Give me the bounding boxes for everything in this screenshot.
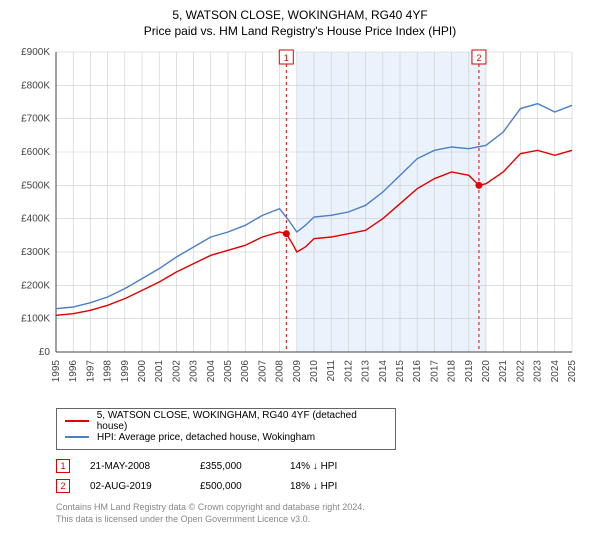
svg-text:1997: 1997: [85, 360, 96, 383]
svg-text:2003: 2003: [189, 360, 200, 383]
svg-text:2000: 2000: [137, 360, 148, 383]
svg-text:2023: 2023: [533, 360, 544, 383]
marker-pct: 18% ↓ HPI: [290, 481, 400, 492]
marker-rows: 1 21-MAY-2008£355,00014% ↓ HPI 2 02-AUG-201…: [56, 456, 588, 496]
svg-text:£900K: £900K: [21, 47, 50, 58]
marker-pct: 14% ↓ HPI: [290, 461, 400, 472]
svg-text:£500K: £500K: [21, 180, 50, 191]
legend-label: HPI: Average price, detached house, Woki…: [97, 432, 315, 443]
svg-text:1999: 1999: [120, 360, 131, 383]
legend: 5, WATSON CLOSE, WOKINGHAM, RG40 4YF (de…: [56, 408, 396, 450]
svg-text:2008: 2008: [275, 360, 286, 383]
svg-text:1: 1: [284, 53, 289, 63]
marker-row: 1 21-MAY-2008£355,00014% ↓ HPI: [56, 456, 588, 476]
svg-text:2007: 2007: [257, 360, 268, 383]
svg-text:2014: 2014: [378, 360, 389, 383]
chart-container: 5, WATSON CLOSE, WOKINGHAM, RG40 4YF Pri…: [0, 0, 600, 531]
legend-item: 5, WATSON CLOSE, WOKINGHAM, RG40 4YF (de…: [65, 413, 387, 429]
footer-line2: This data is licensed under the Open Gov…: [56, 514, 588, 526]
svg-text:2022: 2022: [515, 360, 526, 383]
svg-text:2019: 2019: [464, 360, 475, 383]
marker-price: £355,000: [200, 461, 290, 472]
svg-text:2: 2: [476, 53, 481, 63]
footer-line1: Contains HM Land Registry data © Crown c…: [56, 502, 588, 514]
marker-date: 21-MAY-2008: [90, 461, 200, 472]
chart-title: 5, WATSON CLOSE, WOKINGHAM, RG40 4YF: [12, 8, 588, 22]
svg-text:£200K: £200K: [21, 280, 50, 291]
svg-text:£300K: £300K: [21, 247, 50, 258]
svg-text:2006: 2006: [240, 360, 251, 383]
svg-text:2018: 2018: [447, 360, 458, 383]
svg-text:£0: £0: [39, 347, 51, 358]
svg-text:2017: 2017: [429, 360, 440, 383]
legend-swatch: [65, 436, 89, 438]
svg-text:2012: 2012: [343, 360, 354, 383]
svg-text:1998: 1998: [103, 360, 114, 383]
svg-text:2013: 2013: [361, 360, 372, 383]
marker-price: £500,000: [200, 481, 290, 492]
chart-subtitle: Price paid vs. HM Land Registry's House …: [12, 24, 588, 38]
svg-text:£800K: £800K: [21, 80, 50, 91]
svg-text:2025: 2025: [567, 360, 578, 383]
marker-badge: 2: [56, 479, 70, 493]
svg-text:£700K: £700K: [21, 114, 50, 125]
svg-text:2015: 2015: [395, 360, 406, 383]
footer: Contains HM Land Registry data © Crown c…: [56, 502, 588, 525]
svg-text:2024: 2024: [550, 360, 561, 383]
marker-row: 2 02-AUG-2019£500,00018% ↓ HPI: [56, 476, 588, 496]
svg-text:2010: 2010: [309, 360, 320, 383]
chart-area: £0 £100K £200K £300K £400K £500K £600K £700K £80…: [12, 44, 588, 404]
svg-text:2004: 2004: [206, 360, 217, 383]
svg-text:2002: 2002: [171, 360, 182, 383]
svg-text:2016: 2016: [412, 360, 423, 383]
svg-text:2001: 2001: [154, 360, 165, 383]
svg-text:£600K: £600K: [21, 147, 50, 158]
svg-text:1996: 1996: [68, 360, 79, 383]
chart-svg: £0 £100K £200K £300K £400K £500K £600K £700K £80…: [12, 44, 588, 404]
svg-text:£100K: £100K: [21, 314, 50, 325]
svg-text:2021: 2021: [498, 360, 509, 383]
marker-date: 02-AUG-2019: [90, 481, 200, 492]
svg-text:2009: 2009: [292, 360, 303, 383]
svg-text:£400K: £400K: [21, 214, 50, 225]
svg-text:2020: 2020: [481, 360, 492, 383]
svg-text:2005: 2005: [223, 360, 234, 383]
svg-text:1995: 1995: [51, 360, 62, 383]
svg-text:2011: 2011: [326, 360, 337, 382]
legend-label: 5, WATSON CLOSE, WOKINGHAM, RG40 4YF (de…: [97, 410, 387, 432]
title-block: 5, WATSON CLOSE, WOKINGHAM, RG40 4YF Pri…: [12, 8, 588, 38]
marker-badge: 1: [56, 459, 70, 473]
legend-swatch: [65, 420, 89, 422]
